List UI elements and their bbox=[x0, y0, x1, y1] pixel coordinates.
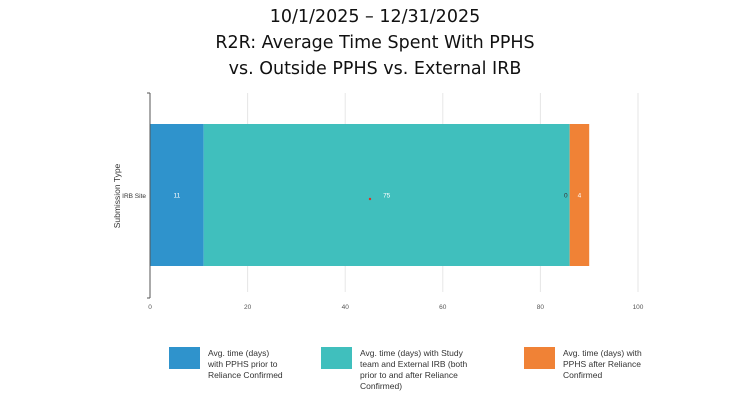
y-axis-label: Submission Type bbox=[112, 163, 122, 228]
legend-label-line: Confirmed) bbox=[360, 381, 403, 391]
legend-swatch-study-team-external-irb bbox=[321, 347, 352, 369]
x-tick-label: 100 bbox=[633, 304, 644, 311]
bar-segments bbox=[150, 124, 590, 266]
marker-dot bbox=[368, 197, 372, 201]
legend-label-line: team and External IRB (both bbox=[360, 359, 468, 369]
legend-item-pphs-after: Avg. time (days) with PPHS after Relianc… bbox=[524, 347, 642, 381]
chart-title-line-3: vs. Outside PPHS vs. External IRB bbox=[228, 59, 522, 79]
legend-label-line: PPHS after Reliance bbox=[563, 359, 641, 369]
bar-segment bbox=[569, 124, 590, 266]
legend-label-line: prior to and after Reliance bbox=[360, 370, 458, 380]
x-tick-label: 0 bbox=[148, 304, 152, 311]
legend-swatch-pphs-after bbox=[524, 347, 555, 369]
x-tick-label: 60 bbox=[439, 304, 447, 311]
x-tick-label: 20 bbox=[244, 304, 252, 311]
chart-title-line-1: 10/1/2025 – 12/31/2025 bbox=[269, 7, 481, 27]
x-axis-tick-labels: 0 20 40 60 80 100 bbox=[148, 304, 644, 311]
legend-item-pphs-prior: Avg. time (days) with PPHS prior to Reli… bbox=[169, 347, 283, 381]
legend-item-study-team-external-irb: Avg. time (days) with Study team and Ext… bbox=[321, 347, 467, 392]
bar-segment bbox=[203, 124, 570, 266]
bar-segment bbox=[150, 124, 204, 266]
legend-label-line: Confirmed bbox=[563, 370, 603, 380]
legend-swatch-pphs-prior bbox=[169, 347, 200, 369]
data-label: 4 bbox=[578, 193, 582, 200]
legend-label-line: Avg. time (days) with bbox=[563, 348, 642, 358]
category-label-irb-site: IRB Site bbox=[122, 193, 146, 200]
data-label-extra: 0 bbox=[564, 193, 568, 200]
legend-label-line: Avg. time (days) with Study bbox=[360, 348, 463, 358]
legend-label-pphs-prior: Avg. time (days) with PPHS prior to Reli… bbox=[208, 348, 283, 381]
data-labels: 11 75 4 0 bbox=[173, 193, 582, 201]
x-tick-label: 80 bbox=[537, 304, 545, 311]
legend-label-pphs-after: Avg. time (days) with PPHS after Relianc… bbox=[563, 348, 642, 381]
x-tick-label: 40 bbox=[342, 304, 350, 311]
data-label: 11 bbox=[173, 193, 180, 200]
legend-label-line: Reliance Confirmed bbox=[208, 370, 283, 380]
chart-title-line-2: R2R: Average Time Spent With PPHS bbox=[215, 33, 535, 53]
legend-label-study-team-external-irb: Avg. time (days) with Study team and Ext… bbox=[360, 348, 467, 392]
data-label: 75 bbox=[383, 193, 391, 200]
legend-label-line: Avg. time (days) bbox=[208, 348, 270, 358]
legend-label-line: with PPHS prior to bbox=[208, 359, 278, 369]
